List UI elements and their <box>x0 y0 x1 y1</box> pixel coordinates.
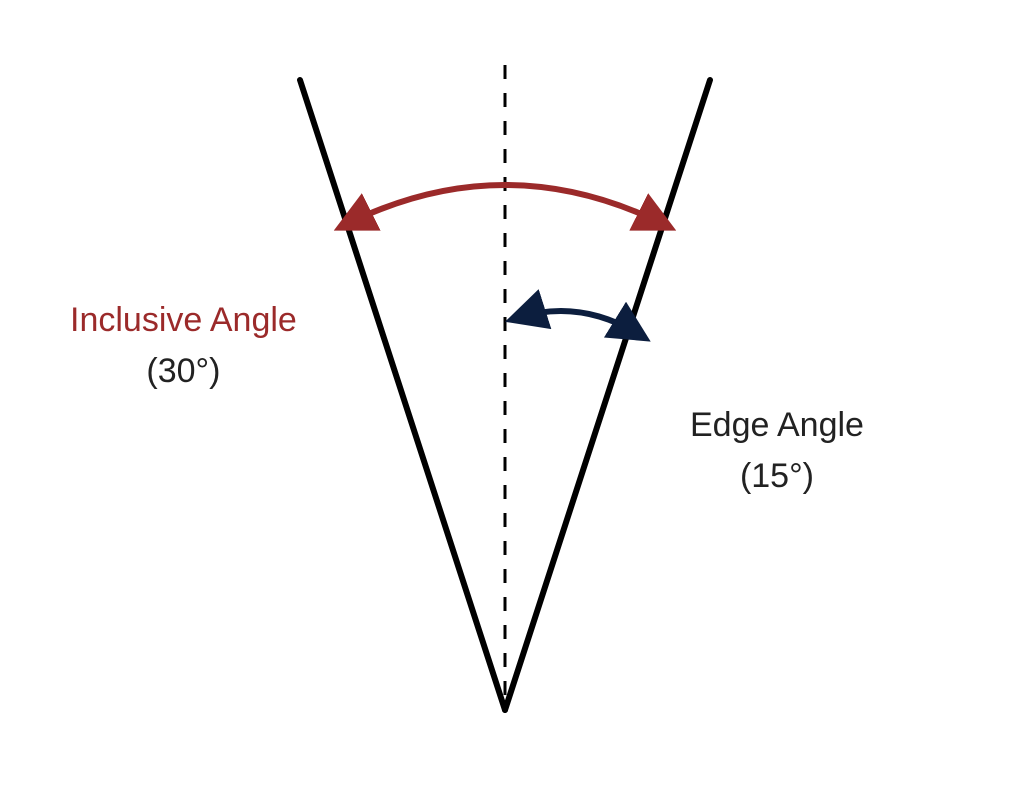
inclusive-angle-value: (30°) <box>70 346 297 397</box>
inclusive-angle-label: Inclusive Angle (30°) <box>70 295 297 397</box>
angle-diagram: Inclusive Angle (30°) Edge Angle (15°) <box>0 0 1024 791</box>
v-edge-left <box>300 80 505 710</box>
inclusive-angle-title: Inclusive Angle <box>70 295 297 346</box>
edge-angle-title: Edge Angle <box>690 400 864 451</box>
edge-angle-value: (15°) <box>690 451 864 502</box>
edge-angle-label: Edge Angle (15°) <box>690 400 864 502</box>
edge-angle-arc <box>517 311 640 335</box>
v-edge-right <box>505 80 710 710</box>
